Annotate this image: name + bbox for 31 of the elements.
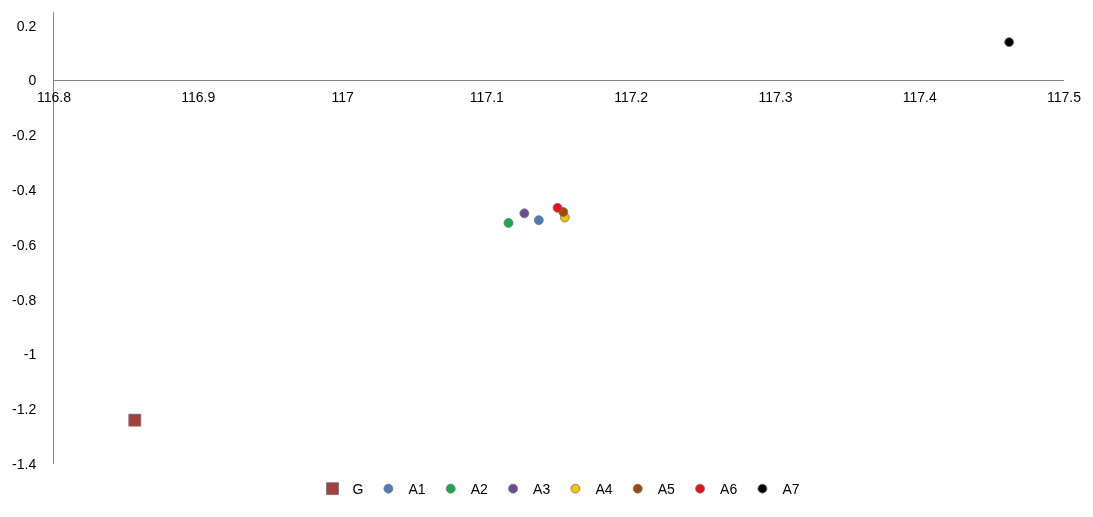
legend-label: A5 — [657, 481, 676, 498]
x-tick-label: 117.5 — [1047, 89, 1082, 106]
point — [552, 202, 563, 213]
legend-label: A2 — [470, 481, 489, 498]
x-tick-label: 117.3 — [758, 89, 793, 106]
y-tick-label: -1.4 — [12, 455, 37, 472]
y-tick-label: -1.2 — [12, 401, 37, 418]
legend-label: A4 — [595, 481, 613, 498]
legend-label: A6 — [720, 481, 738, 498]
legend-label: A3 — [533, 481, 551, 498]
x-tick-label: 117 — [331, 89, 354, 106]
point — [503, 218, 514, 228]
y-tick-label: -0.8 — [12, 291, 37, 308]
y-tick-label: -0.2 — [12, 127, 37, 144]
y-tick-label: -1 — [23, 346, 37, 363]
x-tick-label: 117.2 — [614, 89, 649, 106]
x-tick-label: 117.1 — [469, 89, 505, 106]
y-tick-label: -0.6 — [12, 236, 37, 253]
y-tick-label: 0 — [28, 72, 37, 89]
point — [128, 413, 142, 427]
legend-label: A1 — [408, 481, 426, 498]
x-tick-label: 116.8 — [37, 89, 72, 106]
x-tick-label: 116.9 — [181, 89, 216, 106]
y-tick-label: -0.4 — [12, 181, 37, 198]
y-tick-label: 0.2 — [16, 17, 37, 34]
point — [533, 215, 544, 226]
x-tick-label: 117.4 — [902, 89, 937, 106]
point — [1004, 37, 1015, 48]
point — [519, 208, 530, 219]
legend-label: A7 — [782, 481, 800, 498]
legend-label: G — [352, 481, 364, 498]
